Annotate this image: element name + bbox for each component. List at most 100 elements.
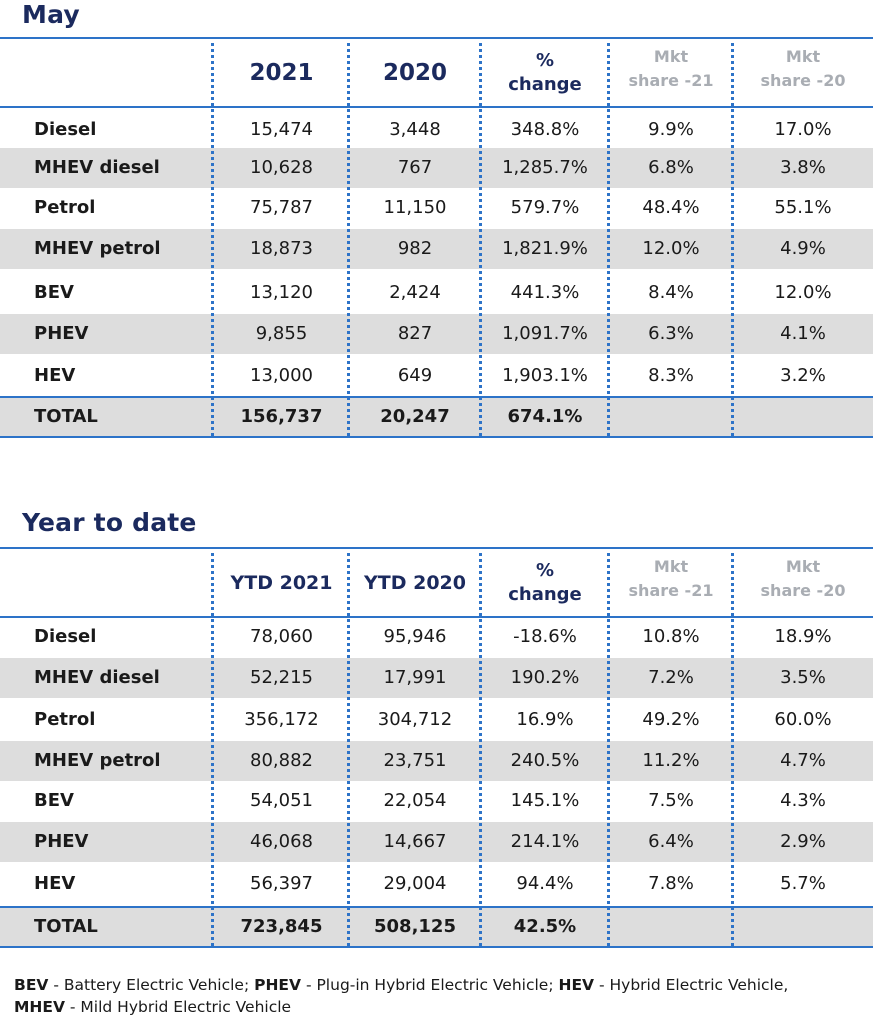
- may-header-change: % change: [481, 41, 609, 105]
- value-ytd-2020: 22,054: [383, 790, 447, 811]
- row-label: Diesel: [34, 626, 97, 647]
- ytd-total-rule: [0, 906, 873, 908]
- legend-bev-text: - Battery Electric Vehicle;: [48, 976, 255, 994]
- value-ytd-2021: 78,060: [250, 626, 313, 647]
- column-divider: [731, 43, 734, 436]
- value-change: 16.9%: [516, 709, 574, 730]
- value-ytd-2021: 80,882: [250, 750, 313, 771]
- row-label: MHEV petrol: [34, 750, 161, 771]
- table-row: HEV 56,397 29,004 94.4% 7.8% 5.7%: [0, 864, 873, 904]
- value-change: 1,903.1%: [502, 365, 588, 386]
- value-2021: 13,120: [250, 282, 313, 303]
- row-label: PHEV: [34, 831, 89, 852]
- table-row: Diesel 78,060 95,946 -18.6% 10.8% 18.9%: [0, 617, 873, 657]
- table-row: PHEV 46,068 14,667 214.1% 6.4% 2.9%: [0, 822, 873, 862]
- value-mkt-20: 4.1%: [780, 323, 826, 344]
- legend-mhev-text: - Mild Hybrid Electric Vehicle: [64, 998, 292, 1016]
- value-ytd-2020: 95,946: [383, 626, 447, 647]
- row-label: Diesel: [34, 119, 97, 140]
- value-change: 94.4%: [516, 873, 574, 894]
- legend-bev-abbr: BEV: [14, 976, 49, 994]
- value-mkt-20: 3.5%: [780, 667, 826, 688]
- value-2021: 18,873: [250, 238, 313, 259]
- value-change: 190.2%: [510, 667, 580, 688]
- value-mkt-21: 8.4%: [648, 282, 694, 303]
- value-ytd-2020: 29,004: [383, 873, 447, 894]
- row-label: BEV: [34, 282, 74, 303]
- total-row: TOTAL 156,737 20,247 674.1%: [0, 398, 873, 436]
- column-divider: [347, 43, 350, 436]
- total-2020: 20,247: [380, 406, 450, 427]
- row-label: HEV: [34, 365, 76, 386]
- value-2020: 649: [397, 365, 433, 386]
- table-row: MHEV petrol 18,873 982 1,821.9% 12.0% 4.…: [0, 229, 873, 269]
- value-mkt-20: 3.2%: [780, 365, 826, 386]
- value-mkt-21: 48.4%: [642, 197, 700, 218]
- may-header-rule: [0, 106, 873, 108]
- value-mkt-21: 6.4%: [648, 831, 694, 852]
- value-mkt-21: 7.5%: [648, 790, 694, 811]
- legend-hev-text: - Hybrid Electric Vehicle,: [594, 976, 789, 994]
- ytd-header-2021: YTD 2021: [230, 572, 333, 594]
- total-change: 674.1%: [507, 406, 583, 427]
- total-ytd-2020: 508,125: [374, 916, 456, 937]
- value-change: 1,821.9%: [502, 238, 588, 259]
- value-mkt-21: 7.2%: [648, 667, 694, 688]
- ytd-top-rule: [0, 547, 873, 549]
- may-header-mkt21-line2: share -21: [628, 71, 714, 90]
- value-mkt-21: 8.3%: [648, 365, 694, 386]
- legend-phev-abbr: PHEV: [254, 976, 302, 994]
- ytd-header-rule: [0, 616, 873, 618]
- may-total-rule: [0, 396, 873, 398]
- value-change: 1,091.7%: [502, 323, 588, 344]
- value-mkt-20: 60.0%: [774, 709, 832, 730]
- ytd-header-change-line1: %: [535, 560, 555, 581]
- value-mkt-20: 18.9%: [774, 626, 832, 647]
- ytd-header-mkt-share-20: Mkt share -20: [733, 551, 873, 607]
- value-change: 145.1%: [510, 790, 580, 811]
- table-row: PHEV 9,855 827 1,091.7% 6.3% 4.1%: [0, 314, 873, 354]
- total-change: 42.5%: [513, 916, 577, 937]
- value-ytd-2020: 304,712: [377, 709, 453, 730]
- ytd-header-mkt20-line2: share -20: [760, 581, 846, 600]
- ytd-header-mkt21-line1: Mkt: [653, 557, 689, 576]
- value-mkt-21: 49.2%: [642, 709, 700, 730]
- may-top-rule: [0, 37, 873, 39]
- row-label: Petrol: [34, 709, 96, 730]
- value-ytd-2020: 14,667: [383, 831, 447, 852]
- ytd-header-mkt-share-21: Mkt share -21: [609, 551, 733, 607]
- table-row: MHEV diesel 10,628 767 1,285.7% 6.8% 3.8…: [0, 148, 873, 188]
- value-mkt-21: 6.3%: [648, 323, 694, 344]
- value-mkt-21: 9.9%: [648, 119, 694, 140]
- row-label: BEV: [34, 790, 74, 811]
- may-header-mkt-share-20: Mkt share -20: [733, 41, 873, 97]
- value-mkt-21: 10.8%: [642, 626, 700, 647]
- table-row: Petrol 75,787 11,150 579.7% 48.4% 55.1%: [0, 188, 873, 228]
- legend-hev-abbr: HEV: [558, 976, 595, 994]
- row-label: HEV: [34, 873, 76, 894]
- value-mkt-20: 4.9%: [780, 238, 826, 259]
- value-ytd-2021: 56,397: [250, 873, 313, 894]
- may-header-row: 2021 2020 % change Mkt share -21 Mkt sha…: [0, 41, 873, 105]
- value-change: 348.8%: [510, 119, 580, 140]
- row-label: MHEV petrol: [34, 238, 161, 259]
- may-header-2020: 2020: [382, 60, 447, 86]
- value-2021: 13,000: [250, 365, 313, 386]
- legend-mhev-abbr: MHEV: [14, 998, 65, 1016]
- abbreviation-legend: BEV - Battery Electric Vehicle; PHEV - P…: [14, 974, 859, 1018]
- value-mkt-21: 12.0%: [642, 238, 700, 259]
- total-2021: 156,737: [240, 406, 323, 427]
- may-header-mkt21-line1: Mkt: [653, 47, 689, 66]
- ytd-section-title: Year to date: [22, 508, 197, 537]
- value-ytd-2021: 46,068: [250, 831, 313, 852]
- ytd-header-2020: YTD 2020: [364, 572, 466, 594]
- total-row: TOTAL 723,845 508,125 42.5%: [0, 908, 873, 946]
- value-mkt-20: 17.0%: [774, 119, 832, 140]
- row-label: MHEV diesel: [34, 157, 160, 178]
- ytd-header-mkt21-line2: share -21: [628, 581, 714, 600]
- value-change: 1,285.7%: [502, 157, 588, 178]
- may-section-title: May: [22, 0, 80, 29]
- value-ytd-2020: 17,991: [383, 667, 447, 688]
- column-divider: [347, 553, 350, 946]
- value-2021: 9,855: [255, 323, 308, 344]
